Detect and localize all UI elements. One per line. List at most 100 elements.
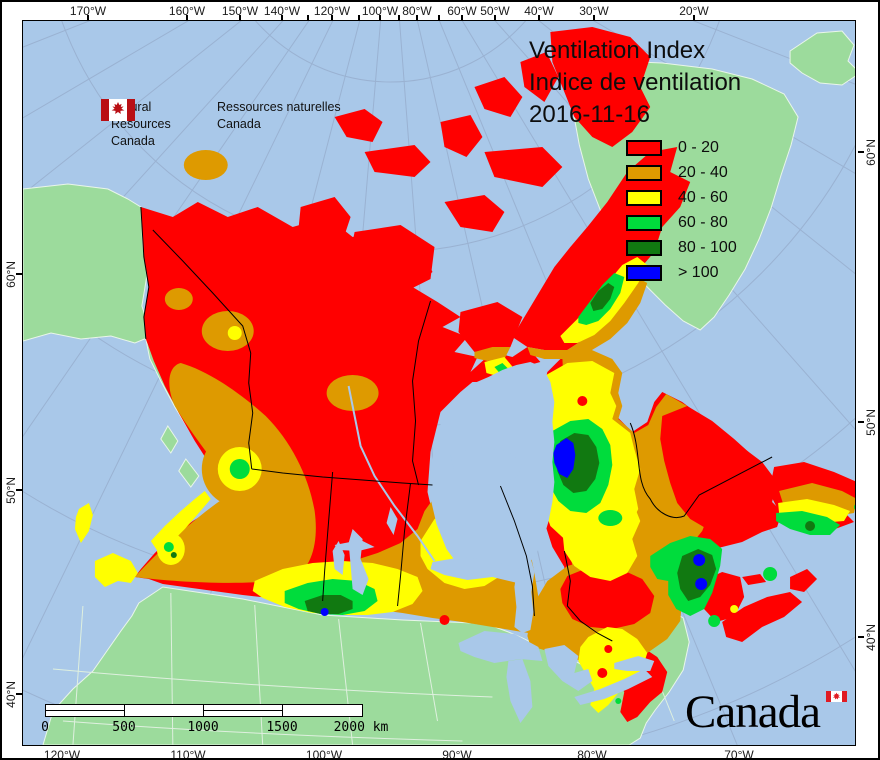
lake-ontario — [614, 656, 655, 671]
tick — [693, 15, 695, 21]
scale-tick-label: 2000 km — [333, 720, 389, 735]
scale-bar-graphic — [45, 704, 363, 717]
legend-item: 40 - 60 — [626, 185, 737, 210]
tick — [379, 15, 381, 21]
tick — [858, 636, 864, 638]
longitude-label: 40°W — [524, 4, 554, 18]
title-fr: Indice de ventilation — [529, 69, 742, 96]
tick — [239, 15, 241, 21]
lake-erie — [574, 669, 653, 705]
legend-item: 80 - 100 — [626, 235, 737, 260]
vi-blue — [320, 438, 708, 616]
tick — [186, 15, 188, 21]
legend: 0 - 20 20 - 40 40 - 60 60 - 80 80 - 100 > 100 — [626, 135, 737, 285]
canada-flag-icon — [101, 99, 135, 121]
mackenzie-river — [347, 385, 436, 562]
tick — [16, 273, 22, 275]
longitude-label: 140°W — [263, 4, 301, 18]
longitude-label: 80°W — [577, 748, 607, 760]
longitude-label: 170°W — [69, 4, 107, 18]
tick — [593, 15, 595, 21]
tick — [16, 693, 22, 695]
legend-swatch — [626, 264, 662, 281]
longitude-label: 80°W — [402, 4, 432, 18]
latitude-label-text: 60°N — [864, 138, 878, 166]
nrcan-signature: Natural Resources Canada Ressources natu… — [101, 99, 357, 150]
title-en: Ventilation Index — [529, 37, 706, 64]
map-title: Ventilation Index Indice de ventilation … — [529, 35, 741, 131]
tick — [858, 421, 864, 423]
water-bodies — [332, 362, 655, 723]
longitude-label: 50°W — [480, 4, 510, 18]
longitude-label: 110°W — [170, 748, 206, 760]
great-slave-lake — [430, 557, 533, 583]
title-date: 2016-11-16 — [529, 101, 650, 128]
sig-fr-line1: Ressources naturelles — [217, 100, 341, 114]
banks-island — [298, 197, 351, 249]
labrador-red — [660, 406, 776, 533]
vi-red-dots — [439, 396, 613, 678]
tick — [538, 15, 540, 21]
scale-tick-label: 500 — [112, 720, 136, 735]
scale-bar-labels: 0 500 1000 1500 2000 km — [41, 720, 388, 736]
legend-item: 20 - 40 — [626, 160, 737, 185]
legend-swatch — [626, 214, 662, 231]
legend-swatch — [626, 239, 662, 256]
victoria-island — [350, 225, 435, 297]
legend-label: 80 - 100 — [678, 238, 737, 256]
latitude-label: 50°N — [863, 399, 878, 445]
longitude-label: 60°W — [447, 4, 477, 18]
alaska — [23, 183, 153, 344]
longitude-label: 120°W — [313, 4, 351, 18]
great-bear-lake — [450, 447, 523, 483]
wordmark-text: Canada — [685, 686, 821, 738]
province-boundaries — [140, 206, 773, 642]
legend-item: 60 - 80 — [626, 210, 737, 235]
longitude-label: 70°W — [724, 748, 754, 760]
ellesmere-island — [550, 27, 651, 147]
legend-label: 0 - 20 — [678, 138, 719, 156]
scale-bar: 0 500 1000 1500 2000 km — [41, 704, 388, 736]
longitude-label: 100°W — [361, 4, 399, 18]
latitude-label: 60°N — [863, 129, 878, 175]
latitude-label-text: 40°N — [864, 623, 878, 651]
lake-huron — [544, 645, 593, 691]
tick — [416, 15, 418, 21]
sig-en-line2: Canada — [111, 134, 155, 148]
scale-tick-label: 1500 — [266, 720, 298, 735]
ventilation-map — [23, 21, 855, 745]
lake-superior — [458, 631, 543, 663]
tick — [398, 15, 400, 21]
latitude-label-text: 50°N — [864, 408, 878, 436]
longitude-label: 90°W — [442, 748, 472, 760]
tick — [494, 15, 496, 21]
southampton-island — [458, 302, 523, 352]
longitude-label: 30°W — [579, 4, 609, 18]
north-atlantic-island — [789, 30, 855, 86]
south-quebec-red — [560, 566, 655, 629]
legend-label: 60 - 80 — [678, 213, 728, 231]
latitude-label: 40°N — [863, 614, 878, 660]
canada-wordmark: Canada — [685, 685, 847, 739]
tick — [331, 15, 333, 21]
lake-michigan — [506, 659, 533, 723]
longitude-label: 20°W — [679, 4, 709, 18]
longitude-label: 160°W — [168, 4, 206, 18]
scale-tick-label: 0 — [41, 720, 49, 735]
legend-swatch — [626, 164, 662, 181]
sig-fr-line2: Canada — [217, 117, 261, 131]
longitude-label: 100°W — [305, 748, 343, 760]
legend-label: > 100 — [678, 263, 719, 281]
tick — [461, 15, 463, 21]
wordmark-flag-icon — [826, 691, 847, 702]
legend-swatch — [626, 139, 662, 156]
tick — [87, 15, 89, 21]
scale-tick-label: 1000 — [187, 720, 219, 735]
legend-label: 40 - 60 — [678, 188, 728, 206]
tick — [281, 15, 283, 21]
nova-scotia — [722, 592, 803, 642]
legend-item: 0 - 20 — [626, 135, 737, 160]
tick — [358, 15, 360, 21]
longitude-label: 120°W — [43, 748, 81, 760]
